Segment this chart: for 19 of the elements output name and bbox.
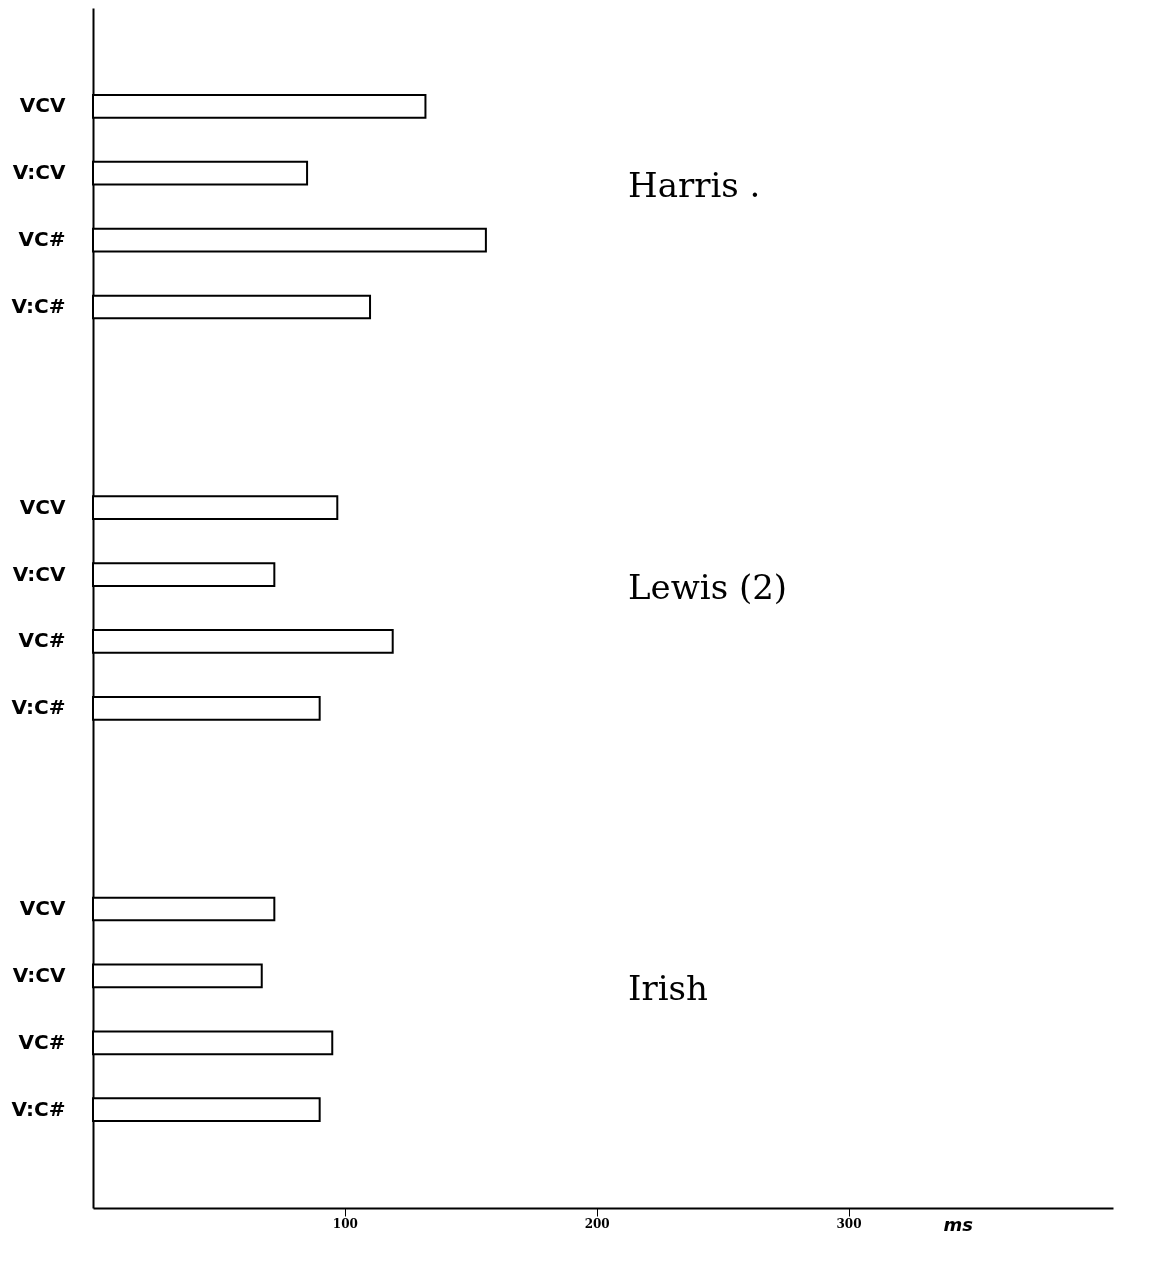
y-tick-label: V:CV [12,561,67,586]
y-tick-label: V:CV [12,962,67,987]
y-tick-label: VC# [18,227,66,252]
y-tick-label: V:CV [12,160,67,185]
y-tick-label: VCV [19,896,67,920]
annotation: Irish [628,967,708,1008]
x-tick-label: 200 [584,1216,610,1231]
x-tick-label: 300 [836,1216,862,1231]
annotation: Harris . [628,165,761,206]
x-tick-label: 100 [332,1216,358,1231]
annotation: Lewis (2) [628,566,788,607]
y-tick-label: VCV [19,93,67,118]
y-tick-label: VC# [18,628,66,653]
y-tick-label: VC# [18,1029,66,1054]
y-tick-label: V:C# [11,695,66,720]
x-axis-title: ms [943,1213,974,1235]
y-tick-label: V:C# [11,294,66,318]
y-tick-label: V:C# [11,1096,66,1121]
y-tick-label: VCV [19,494,67,519]
